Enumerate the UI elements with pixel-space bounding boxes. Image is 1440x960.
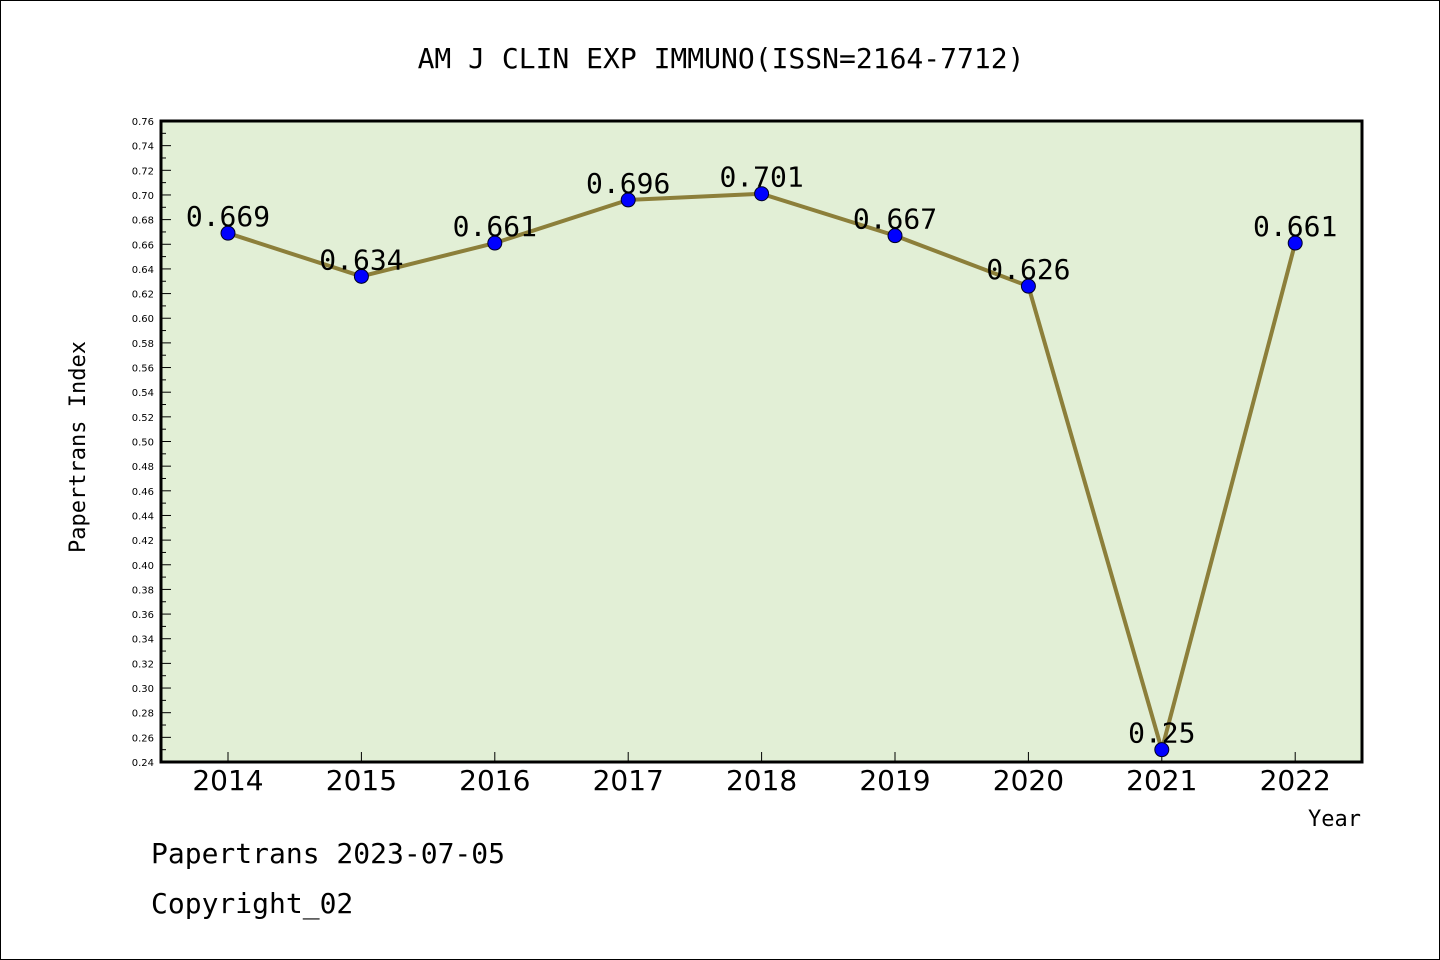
y-tick-label: 0.74 <box>132 142 154 153</box>
x-tick-label: 2017 <box>593 764 664 797</box>
y-tick-label: 0.44 <box>132 511 154 522</box>
y-tick-label: 0.70 <box>132 191 154 202</box>
data-point <box>620 192 636 208</box>
y-tick-label: 0.40 <box>132 561 154 572</box>
y-tick-label: 0.30 <box>132 684 154 695</box>
data-label: 0.661 <box>453 210 537 243</box>
data-point <box>487 235 503 251</box>
data-label: 0.634 <box>319 243 403 276</box>
y-tick-label: 0.54 <box>132 388 154 399</box>
y-tick-label: 0.66 <box>132 240 154 251</box>
y-tick-label: 0.50 <box>132 438 154 449</box>
data-point <box>220 225 236 241</box>
y-tick-label: 0.36 <box>132 610 154 621</box>
data-label: 0.667 <box>853 203 937 236</box>
x-tick-label: 2015 <box>326 764 397 797</box>
x-tick-label: 2019 <box>859 764 930 797</box>
footer-source: Papertrans 2023-07-05 <box>151 837 506 870</box>
y-tick-label: 0.24 <box>132 758 154 769</box>
x-axis-label: Year <box>1308 807 1361 832</box>
y-tick-label: 0.56 <box>132 364 154 375</box>
y-axis-ticks: 0.24 0.26 0.28 0.30 0.32 0.34 0.36 0.38 0.40 0.42… <box>132 117 171 769</box>
y-tick-label: 0.42 <box>132 536 154 547</box>
y-tick-label: 0.52 <box>132 413 154 424</box>
x-tick-label: 2021 <box>1126 764 1197 797</box>
y-axis-label: Papertrans Index <box>66 341 91 553</box>
x-tick-label: 2022 <box>1260 764 1331 797</box>
y-tick-label: 0.26 <box>132 733 154 744</box>
x-tick-label: 2018 <box>726 764 797 797</box>
y-tick-label: 0.60 <box>132 314 154 325</box>
data-label: 0.696 <box>586 167 670 200</box>
chart-title: AM J CLIN EXP IMMUNO(ISSN=2164-7712) <box>418 42 1025 75</box>
plot-area <box>159 119 1364 764</box>
data-point <box>887 228 903 244</box>
data-point <box>1287 235 1303 251</box>
x-tick-label: 2016 <box>459 764 530 797</box>
footer-copyright: Copyright_02 <box>151 887 354 920</box>
data-point <box>1020 278 1036 294</box>
data-point <box>754 186 770 202</box>
data-point <box>1154 742 1170 758</box>
x-tick-label: 2020 <box>993 764 1064 797</box>
y-tick-label: 0.68 <box>132 216 154 227</box>
data-label: 0.669 <box>186 200 270 233</box>
y-tick-label: 0.48 <box>132 462 154 473</box>
data-point <box>353 268 369 284</box>
data-points <box>220 186 1303 758</box>
y-tick-label: 0.34 <box>132 635 154 646</box>
y-tick-label: 0.64 <box>132 265 154 276</box>
y-tick-label: 0.72 <box>132 166 154 177</box>
data-label: 0.661 <box>1253 210 1337 243</box>
data-label: 0.25 <box>1128 717 1195 750</box>
data-label: 0.701 <box>719 161 803 194</box>
x-tick-label: 2014 <box>192 764 263 797</box>
y-tick-label: 0.58 <box>132 339 154 350</box>
y-tick-label: 0.62 <box>132 290 154 301</box>
data-label: 0.626 <box>986 253 1070 286</box>
y-tick-label: 0.32 <box>132 659 154 670</box>
data-labels: 0.669 0.634 0.661 0.696 0.701 0.667 0.626 0.25 0… <box>186 161 1337 750</box>
y-tick-label: 0.76 <box>132 117 154 128</box>
y-tick-label: 0.28 <box>132 709 154 720</box>
y-tick-label: 0.46 <box>132 487 154 498</box>
y-tick-label: 0.38 <box>132 585 154 596</box>
x-axis-ticks: 2014 2015 2016 2017 2018 2019 2020 2021 2022 <box>192 752 1331 797</box>
